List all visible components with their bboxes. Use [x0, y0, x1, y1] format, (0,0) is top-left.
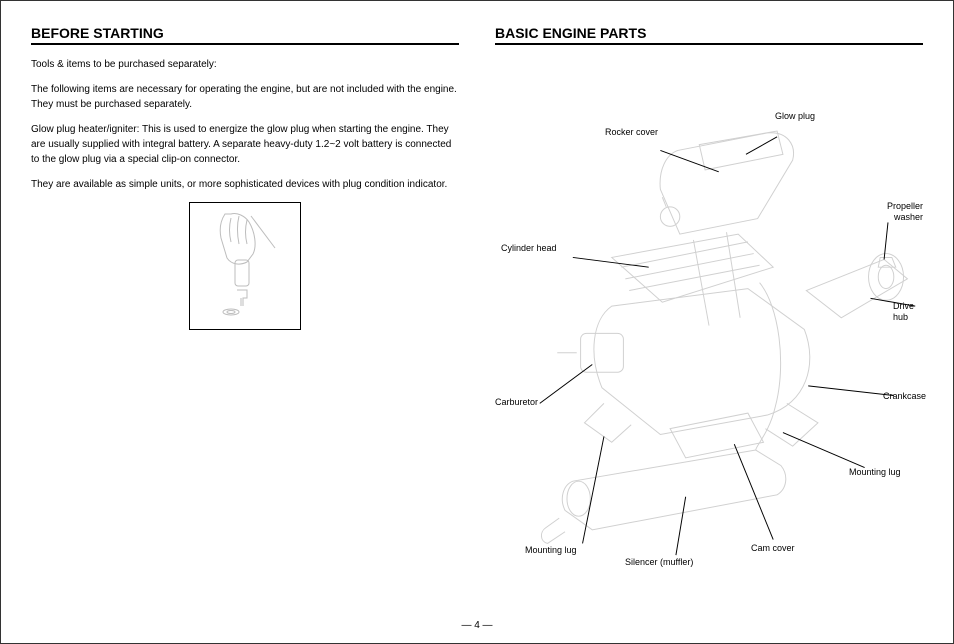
label-carburetor: Carburetor: [495, 397, 538, 408]
glow-heater-para: Glow plug heater/igniter: This is used t…: [31, 122, 459, 167]
label-silencer: Silencer (muffler): [625, 557, 693, 568]
label-cylinder-head: Cylinder head: [501, 243, 557, 254]
intro-line: Tools & items to be purchased separately…: [31, 57, 459, 72]
section-title-basic-parts: BASIC ENGINE PARTS: [495, 25, 923, 45]
glow-plug-tool-photo: [189, 202, 301, 330]
engine-diagram: Rocker cover Glow plug Cylinder head Pro…: [495, 105, 923, 585]
glow-heater-para2: They are available as simple units, or m…: [31, 177, 459, 192]
section-title-before-starting: BEFORE STARTING: [31, 25, 459, 45]
label-rocker-cover: Rocker cover: [605, 127, 658, 138]
intro-para: The following items are necessary for op…: [31, 82, 459, 112]
label-prop-washer: Propeller washer: [865, 201, 923, 223]
label-drive-hub: Drive hub: [893, 301, 923, 323]
label-glow-plug: Glow plug: [775, 111, 815, 122]
label-mounting-lug-left: Mounting lug: [525, 545, 577, 556]
label-cam-cover: Cam cover: [751, 543, 795, 554]
page-number: — 4 —: [461, 620, 492, 631]
label-mounting-lug-right: Mounting lug: [849, 467, 901, 478]
label-crankcase: Crankcase: [883, 391, 926, 402]
